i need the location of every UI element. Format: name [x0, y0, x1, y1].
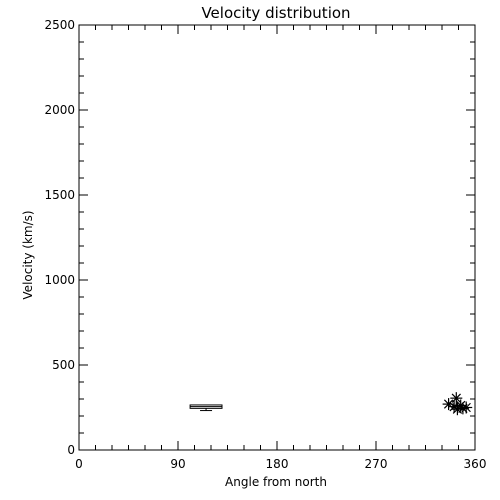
x-tick-label: 360: [464, 457, 487, 471]
x-tick-label: 270: [365, 457, 388, 471]
y-axis-label: Velocity (km/s): [21, 210, 35, 299]
y-tick-label: 1500: [44, 188, 75, 202]
y-tick-label: 2500: [44, 18, 75, 32]
plot-marks: [189, 392, 473, 416]
y-tick-label: 0: [67, 443, 75, 457]
x-tick-label: 90: [170, 457, 185, 471]
x-axis-label: Angle from north: [225, 475, 327, 489]
chart-title: Velocity distribution: [201, 4, 350, 22]
x-tick-label: 180: [266, 457, 289, 471]
x-tick-label: 0: [75, 457, 83, 471]
data-point: [450, 392, 463, 405]
plot-frame: [78, 24, 476, 451]
y-tick-label: 2000: [44, 103, 75, 117]
axis-ticks: 0 90 180 270 360 0 500 1000 1500 2000 2500: [44, 18, 486, 471]
y-tick-label: 500: [52, 358, 75, 372]
y-tick-label: 1000: [44, 273, 75, 287]
data-point: [460, 401, 473, 414]
